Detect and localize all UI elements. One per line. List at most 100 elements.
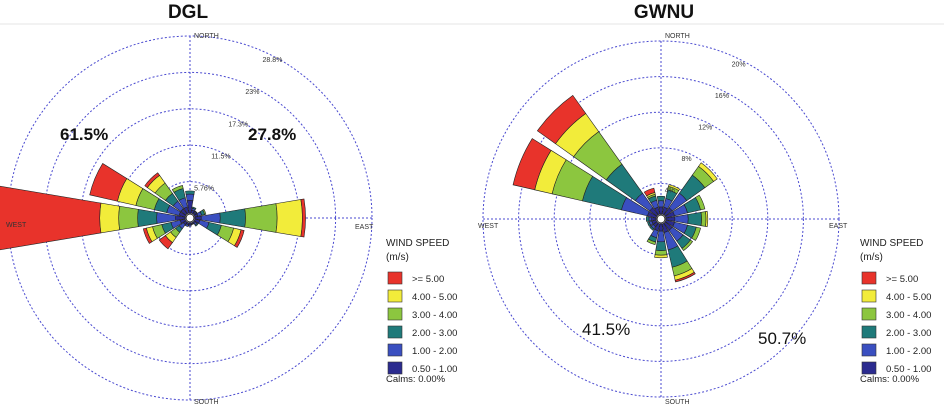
legend: WIND SPEED (m/s) >= 5.00 4.00 - 5.00 3.00 … [860, 238, 931, 385]
wind-rose-dgl: DGL 5.76% 11.5% 17.3% 23% 28.8% NORTH SO… [0, 2, 457, 406]
sector-sse-bin-1 [191, 222, 195, 226]
legend-swatch-3 [861, 325, 877, 339]
legend-label-2: 3.00 - 4.00 [412, 310, 457, 321]
sector-s-bin-2 [655, 241, 667, 251]
sector-s-bin-1 [188, 224, 192, 227]
sector-nnw-bin-5 [643, 187, 656, 197]
legend-swatch-2 [387, 307, 403, 321]
legend-items: >= 5.00 4.00 - 5.00 3.00 - 4.00 2.00 - 3.00… [861, 271, 931, 375]
sector-ne-bin-4 [698, 162, 718, 182]
annotation-left: 41.5% [582, 320, 630, 339]
wind-rose-gwnu: GWNU 4% 8% 12% 16% 20% NORTH SOUTH EAST … [478, 2, 931, 406]
sector-w-bin-5 [0, 185, 102, 251]
ring-label-1: 5.76% [194, 186, 214, 193]
sector-s-bin-3 [654, 249, 668, 256]
sectors [512, 94, 718, 283]
calms-label: Calms: 0.00% [860, 374, 920, 385]
ring-label-2: 8% [681, 156, 691, 163]
ring-label-5: 28.8% [263, 57, 283, 64]
chart-title: GWNU [634, 2, 694, 23]
east-label: EAST [355, 224, 374, 231]
sector-ese-bin-5 [234, 229, 245, 248]
sector-n-bin-2 [656, 195, 666, 202]
ring-label-3: 17.3% [228, 121, 248, 128]
sector-sw-bin-2 [649, 225, 655, 231]
sector-e-bin-2 [687, 211, 702, 227]
sector-w-bin-3 [118, 205, 139, 231]
sector-w-bin-4 [99, 202, 120, 234]
legend-label-4: 1.00 - 2.00 [886, 346, 931, 357]
sector-se-bin-2 [194, 222, 199, 227]
legend-label-4: 1.00 - 2.00 [412, 346, 457, 357]
ring-label-3: 12% [698, 124, 712, 131]
annotation-right: 50.7% [758, 329, 806, 348]
legend-title: WIND SPEED [386, 238, 449, 249]
legend: WIND SPEED (m/s) >= 5.00 4.00 - 5.00 3.00 … [386, 238, 457, 385]
legend-label-3: 2.00 - 3.00 [886, 328, 931, 339]
rose-center [656, 214, 666, 224]
sector-e-bin-4 [275, 199, 303, 237]
east-label: EAST [829, 223, 848, 230]
rose-center [185, 213, 195, 223]
sector-e-bin-3 [244, 203, 278, 233]
legend-unit: (m/s) [386, 252, 409, 263]
sector-w-bin-1 [648, 216, 653, 222]
legend-label-5: 0.50 - 1.00 [886, 364, 931, 375]
legend-unit: (m/s) [860, 252, 883, 263]
legend-swatch-3 [387, 325, 403, 339]
legend-label-1: 4.00 - 5.00 [886, 292, 931, 303]
sector-e-bin-3 [700, 211, 707, 227]
annotation-left: 61.5% [60, 125, 108, 144]
sector-s-bin-1 [656, 230, 666, 243]
ring-label-2: 11.5% [211, 153, 230, 160]
sector-se-bin-3 [681, 239, 694, 252]
legend-items: >= 5.00 4.00 - 5.00 3.00 - 4.00 2.00 - 3.00… [387, 271, 457, 375]
sector-e-bin-5 [300, 198, 306, 238]
sector-ese-bin-3 [691, 226, 701, 241]
north-label: NORTH [665, 33, 690, 40]
sector-ene-bin-3 [695, 194, 706, 211]
legend-label-3: 2.00 - 3.00 [412, 328, 457, 339]
legend-swatch-5 [861, 361, 877, 375]
legend-swatch-1 [861, 289, 877, 303]
sector-ene-bin-3 [202, 208, 207, 215]
sector-w-bin-2 [137, 209, 158, 227]
sector-ssw-bin-3 [646, 238, 657, 246]
legend-swatch-4 [861, 343, 877, 357]
ring-label-4: 16% [715, 93, 729, 100]
legend-title: WIND SPEED [860, 238, 923, 249]
sector-s-bin-4 [654, 254, 668, 259]
sector-ssw-bin-1 [184, 223, 189, 227]
ring-label-4: 23% [245, 89, 259, 96]
legend-label-2: 3.00 - 4.00 [886, 310, 931, 321]
legend-swatch-0 [861, 271, 877, 285]
sector-sse-bin-5 [674, 271, 696, 283]
legend-swatch-4 [387, 343, 403, 357]
sector-e-bin-2 [219, 208, 246, 228]
legend-swatch-2 [861, 307, 877, 321]
legend-label-0: >= 5.00 [886, 274, 918, 285]
sector-sw-bin-5 [158, 235, 173, 250]
sector-n-bin-1 [657, 200, 665, 208]
sector-nnw-bin-3 [171, 185, 184, 193]
south-label: SOUTH [665, 399, 690, 406]
ring-label-5: 20% [732, 62, 746, 69]
west-label: WEST [6, 222, 27, 229]
west-label: WEST [478, 223, 499, 230]
ring-3 [553, 111, 769, 327]
sector-e-bin-1 [674, 214, 689, 224]
legend-swatch-5 [387, 361, 403, 375]
sector-nne-bin-2 [191, 206, 197, 210]
sector-n-bin-2 [185, 190, 195, 195]
sector-ne-bin-2 [194, 210, 198, 214]
legend-swatch-0 [387, 271, 403, 285]
calms-label: Calms: 0.00% [386, 374, 446, 385]
sector-nw-bin-5 [144, 172, 160, 188]
legend-swatch-1 [387, 289, 403, 303]
north-label: NORTH [194, 33, 219, 40]
sectors [0, 163, 306, 251]
sector-n-bin-1 [185, 193, 195, 201]
sector-nw-bin-5 [536, 94, 587, 145]
legend-label-5: 0.50 - 1.00 [412, 364, 457, 375]
